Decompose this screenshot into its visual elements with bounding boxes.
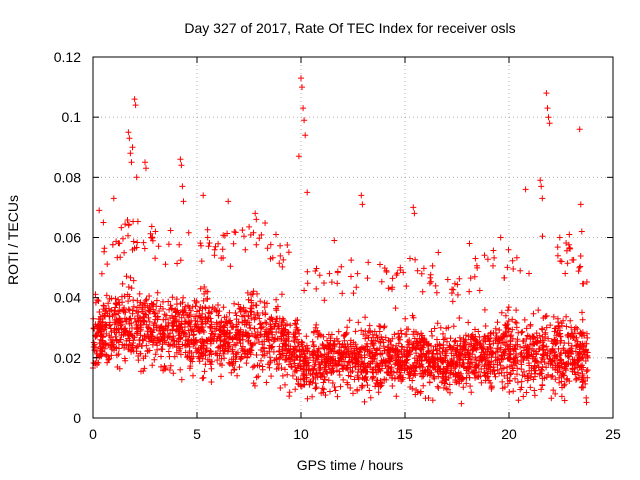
y-tick-label: 0.1: [62, 109, 82, 125]
y-tick-label: 0.04: [54, 290, 81, 306]
tick-labels: 0 5 10 15 20 25 0 0.02 0.04 0.06 0.08 0.1 0.12: [54, 49, 621, 442]
x-axis-label: GPS time / hours: [297, 457, 404, 473]
x-tick-label: 0: [89, 426, 97, 442]
y-tick-label: 0.02: [54, 350, 81, 366]
scatter-points: [90, 75, 591, 407]
x-tick-label: 5: [193, 426, 201, 442]
y-tick-label: 0.06: [54, 230, 81, 246]
y-axis-label: ROTI / TECUs: [5, 195, 21, 285]
x-tick-label: 15: [397, 426, 413, 442]
y-tick-label: 0: [73, 410, 81, 426]
x-tick-label: 10: [293, 426, 309, 442]
y-tick-label: 0.08: [54, 169, 81, 185]
y-tick-label: 0.12: [54, 49, 81, 65]
axis-ticks: [92, 56, 614, 419]
x-tick-label: 25: [605, 426, 621, 442]
x-tick-label: 20: [501, 426, 517, 442]
data-points: [90, 75, 591, 407]
chart-title: Day 327 of 2017, Rate Of TEC Index for r…: [184, 20, 515, 36]
